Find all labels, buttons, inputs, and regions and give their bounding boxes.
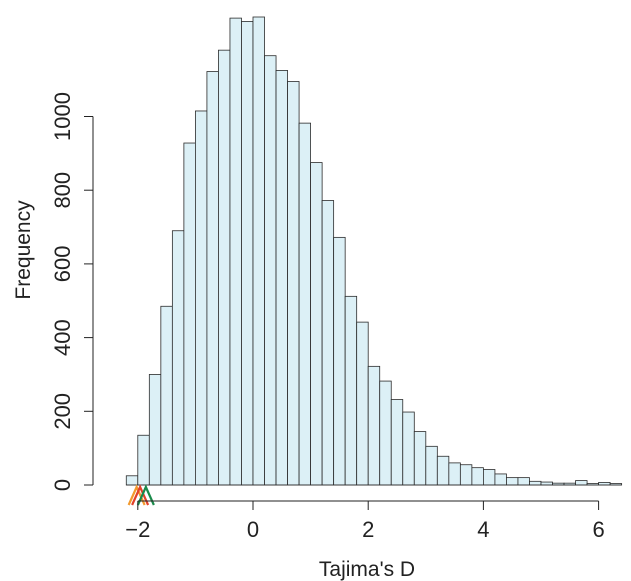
histogram-bar — [137, 434, 150, 486]
x-tick-label: −2 — [125, 517, 150, 542]
histogram-bar — [171, 230, 185, 486]
y-tick-label: 800 — [50, 172, 75, 209]
histogram-bar — [506, 477, 519, 486]
histogram-bar — [264, 55, 277, 486]
x-axis: −2 0 2 4 6 — [125, 500, 605, 542]
y-axis: 0 200 400 600 800 1000 — [50, 92, 94, 491]
y-tick-label: 200 — [50, 393, 75, 430]
histogram-bar — [160, 305, 173, 486]
y-tick-label: 400 — [50, 319, 75, 356]
histogram-bar — [459, 464, 473, 486]
histogram-bar — [402, 411, 415, 486]
histogram-bar — [356, 321, 369, 486]
histogram-bar — [517, 477, 530, 486]
histogram-bar — [218, 49, 231, 486]
histogram-bar — [229, 17, 242, 486]
histogram-bar — [241, 21, 254, 486]
histogram-bar — [298, 122, 311, 486]
observed-value-marker — [127, 484, 146, 506]
histogram-bar — [448, 462, 461, 486]
y-axis-title: Frequency — [12, 200, 35, 300]
histogram-bar — [183, 142, 196, 486]
histogram-bar — [194, 110, 208, 486]
histogram-bar — [125, 475, 139, 486]
x-tick-label: 4 — [477, 517, 489, 542]
histogram-bar — [333, 236, 346, 486]
y-tick-label: 0 — [50, 479, 75, 491]
histogram-bar — [310, 162, 323, 486]
histogram-bar — [321, 200, 335, 486]
observed-value-marker — [131, 484, 150, 506]
histogram-bar — [275, 70, 288, 486]
histogram-bar — [206, 71, 219, 486]
histogram-bar — [482, 469, 496, 486]
histogram-bar — [148, 374, 162, 486]
observed-value-markers — [127, 484, 155, 506]
histogram-bar — [287, 81, 300, 486]
histogram-bar — [540, 481, 553, 486]
y-tick-label: 1000 — [50, 92, 75, 141]
histogram-bar — [344, 295, 358, 486]
histogram-bar — [494, 473, 507, 486]
x-tick-label: 0 — [247, 517, 259, 542]
x-axis-title: Tajima's D — [319, 558, 415, 581]
observed-value-marker — [136, 484, 155, 506]
histogram-bar — [379, 380, 392, 486]
histogram-bar — [436, 455, 450, 486]
histogram-bar — [252, 16, 265, 486]
x-tick-label: 6 — [592, 517, 604, 542]
y-tick-label: 600 — [50, 246, 75, 283]
histogram-bar — [367, 365, 381, 486]
histogram-bar — [425, 445, 438, 486]
histogram-bar — [575, 480, 588, 486]
histogram-bar — [471, 467, 484, 486]
histogram-bar — [529, 480, 542, 486]
histogram-bar — [390, 399, 404, 486]
histogram-bar — [413, 431, 427, 486]
x-tick-label: 2 — [362, 517, 374, 542]
histogram-bars — [125, 16, 623, 486]
